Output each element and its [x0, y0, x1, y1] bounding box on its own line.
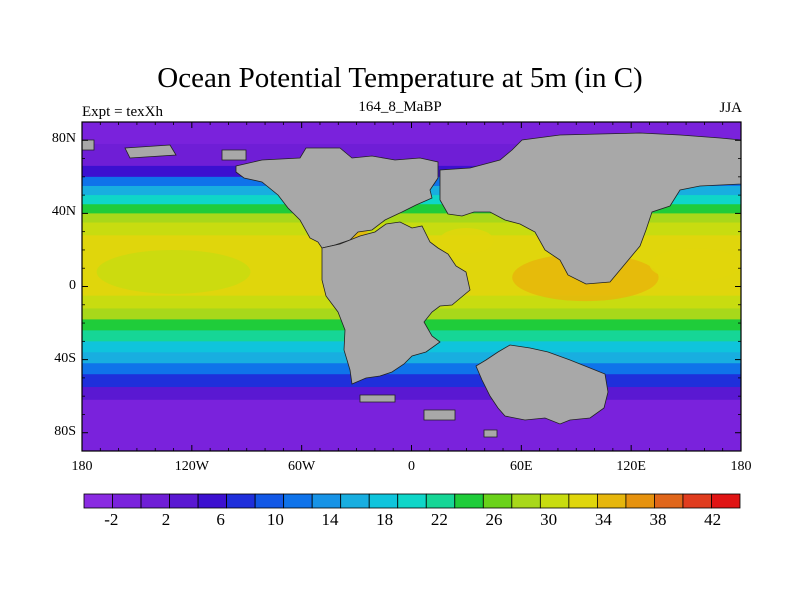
experiment-label: Expt = texXh	[82, 104, 163, 120]
colorbar-swatch	[654, 493, 684, 509]
colorbar-swatch	[83, 493, 113, 509]
land-south-america-africa	[321, 221, 471, 385]
temperature-band	[82, 363, 741, 375]
land-eurasia	[439, 132, 741, 285]
temperature-band	[82, 374, 741, 388]
temperature-band	[82, 352, 741, 364]
land-small-island-1	[359, 394, 396, 403]
colorbar-swatch	[169, 493, 199, 509]
land-antarctica-australia	[475, 344, 609, 425]
colorbar	[83, 493, 741, 509]
chart-title: Ocean Potential Temperature at 5m (in C)	[157, 62, 643, 94]
x-tick-label: 180	[730, 459, 752, 474]
warm-pool	[96, 249, 251, 294]
colorbar-label: 10	[266, 510, 284, 529]
colorbar-label: 30	[540, 510, 558, 529]
colorbar-label: 2	[161, 510, 171, 529]
colorbar-swatch	[254, 493, 285, 509]
colorbar-swatch	[425, 493, 456, 509]
colorbar-swatch	[625, 493, 655, 509]
colorbar-swatch	[140, 493, 170, 509]
colorbar-swatch	[511, 493, 541, 509]
y-tick-label: 80S	[54, 423, 76, 439]
axis-ticks	[81, 122, 742, 451]
colorbar-label: 38	[649, 510, 667, 529]
temperature-band	[82, 213, 741, 224]
colorbar-swatch	[568, 493, 598, 509]
colorbar-swatch	[197, 493, 228, 509]
warm-pool	[649, 248, 741, 282]
land-north-america	[235, 147, 439, 249]
y-tick-label: 40S	[54, 350, 76, 366]
colorbar-swatch	[539, 493, 570, 509]
colorbar-swatch	[311, 493, 342, 509]
land-small-island-3	[483, 429, 498, 438]
y-tick-label: 0	[69, 277, 76, 293]
colorbar-label: 22	[430, 510, 448, 529]
warm-pool	[438, 228, 494, 254]
x-tick-label: 60W	[288, 459, 316, 474]
colorbar-swatch	[482, 493, 513, 509]
temperature-band	[82, 204, 741, 214]
colorbar-swatch	[226, 493, 256, 509]
colorbar-label: 34	[594, 510, 612, 529]
colorbar-swatch	[368, 493, 399, 509]
colorbar-swatch	[397, 493, 427, 509]
land-masses	[82, 132, 741, 438]
land-arctic-1	[82, 139, 95, 151]
y-tick-label: 40N	[51, 204, 76, 220]
season-label: JJA	[719, 100, 742, 116]
colorbar-label: 26	[485, 510, 503, 529]
x-tick-label: 120E	[616, 459, 646, 474]
colorbar-label: 18	[376, 510, 394, 529]
colorbar-label: 6	[216, 510, 225, 529]
run-label: 164_8_MaBP	[358, 99, 442, 115]
land-small-island-2	[423, 409, 456, 421]
colorbar-swatch	[711, 493, 741, 509]
colorbar-swatch	[283, 493, 313, 509]
colorbar-swatch	[682, 493, 712, 509]
temperature-band	[82, 399, 741, 451]
colorbar-label: 42	[704, 510, 722, 529]
colorbar-label: 14	[321, 510, 339, 529]
x-tick-label: 0	[408, 459, 415, 474]
y-tick-label: 80N	[51, 131, 76, 147]
colorbar-swatch	[340, 493, 370, 509]
x-tick-label: 60E	[510, 459, 533, 474]
colorbar-swatch	[454, 493, 484, 509]
x-tick-label: 120W	[174, 459, 209, 474]
colorbar-label: -2	[104, 510, 119, 529]
land-arctic-2	[124, 144, 177, 159]
colorbar-swatch	[596, 493, 627, 509]
plot-area	[82, 122, 741, 451]
x-tick-label: 180	[71, 459, 93, 474]
temperature-band	[82, 387, 741, 401]
land-arctic-3	[221, 149, 247, 161]
colorbar-swatch	[112, 493, 142, 509]
